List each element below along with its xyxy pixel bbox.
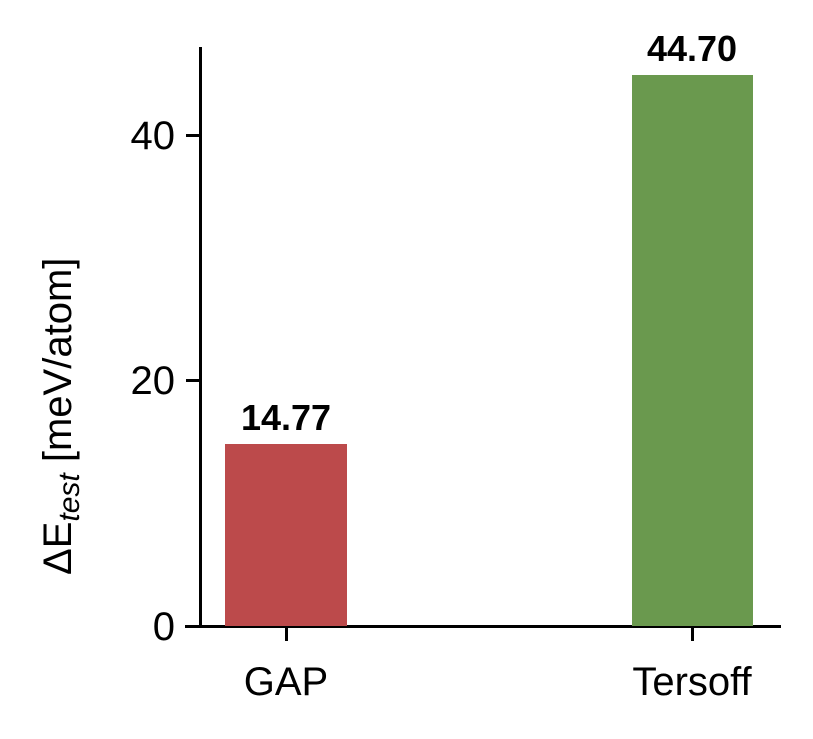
x-tick-tersoff <box>691 627 694 641</box>
x-tick-label-tersoff: Tersoff <box>632 660 752 704</box>
y-tick-label-40: 40 <box>130 114 176 158</box>
bar-gap <box>225 444 347 626</box>
y-tick-40 <box>186 134 200 137</box>
y-label-subscript: test <box>53 473 86 522</box>
y-label-main: ΔE <box>36 521 80 575</box>
y-tick-label-20: 20 <box>130 359 176 403</box>
y-tick-label-0: 0 <box>152 605 175 649</box>
x-tick-gap <box>285 627 288 641</box>
y-label-units: [meV/atom] <box>36 257 80 474</box>
x-axis-line <box>185 625 781 628</box>
y-tick-20 <box>186 379 200 382</box>
y-axis-label: ΔEtest [meV/atom] <box>36 257 86 575</box>
bar-value-label-gap: 14.77 <box>240 397 332 438</box>
bar-tersoff <box>632 75 753 626</box>
x-tick-label-gap: GAP <box>243 660 329 704</box>
y-tick-0 <box>186 625 200 628</box>
y-axis-line <box>199 47 202 628</box>
bar-value-label-tersoff: 44.70 <box>646 28 738 69</box>
